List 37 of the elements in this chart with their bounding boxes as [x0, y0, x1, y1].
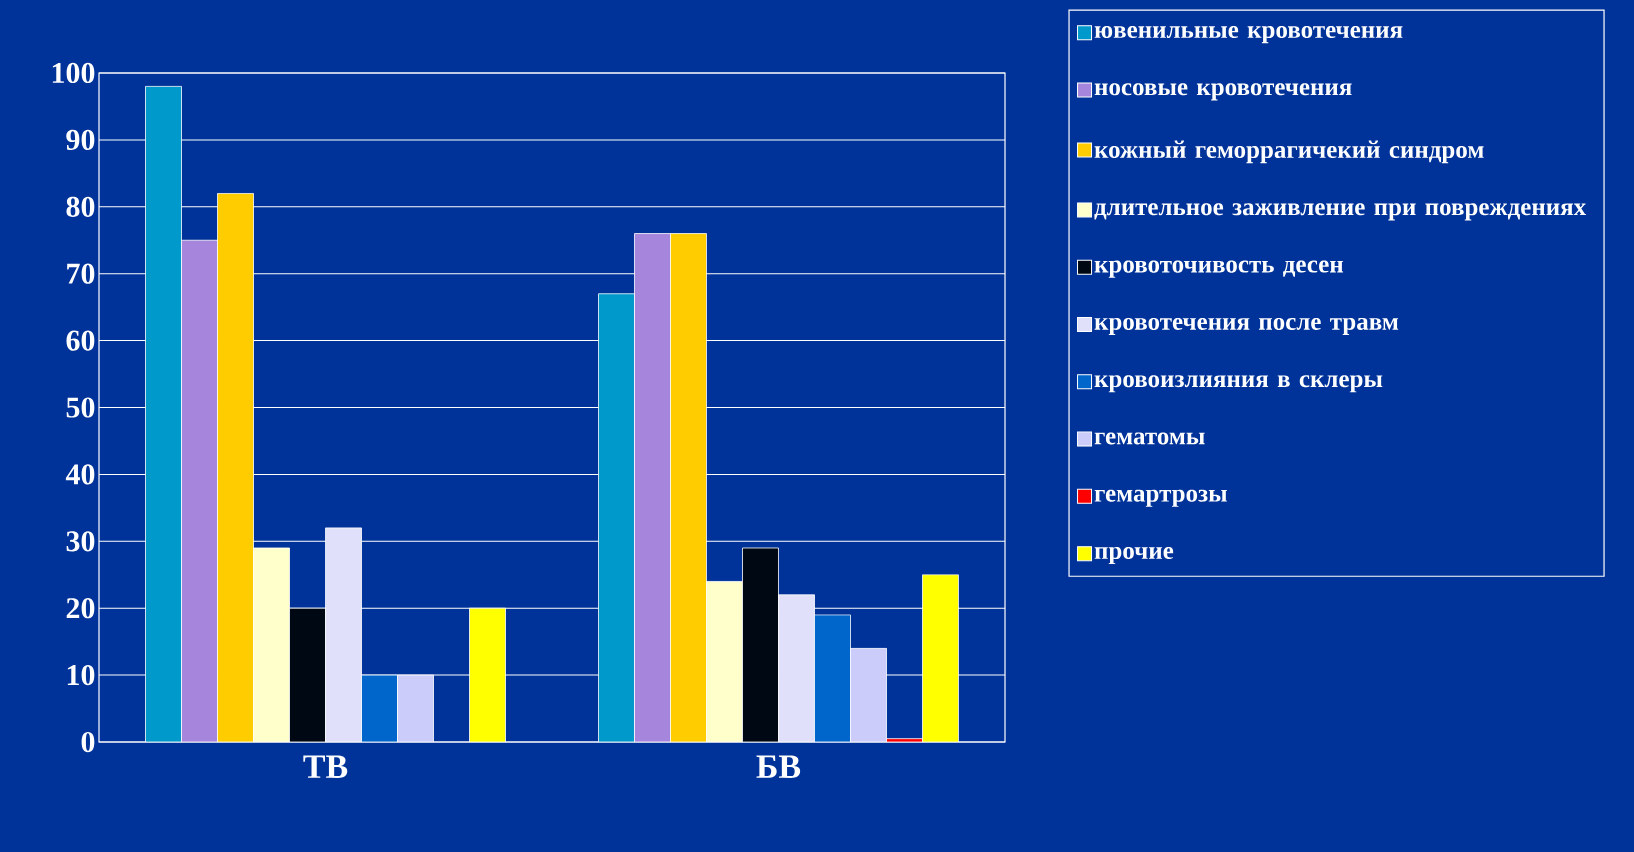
bar: [217, 193, 254, 742]
legend-label: прочие: [1094, 546, 1174, 565]
bar: [778, 594, 815, 742]
bar: [598, 293, 635, 742]
y-tick-label: 0: [81, 731, 95, 753]
bar: [922, 574, 959, 742]
legend-label: гемартрозы: [1094, 489, 1227, 507]
y-tick-label: 70: [67, 263, 95, 284]
legend-label: кровоточивость десен: [1094, 260, 1344, 278]
bar: [469, 607, 506, 742]
y-tick-label: 10: [67, 664, 95, 686]
y-tick-label: 80: [66, 196, 95, 217]
y-tick-label: 90: [66, 129, 95, 151]
x-tick-label: БВ: [756, 755, 801, 778]
legend-label: гематомы: [1094, 432, 1205, 445]
y-tick-label: 50: [66, 397, 95, 418]
bar: [814, 614, 851, 742]
bar: [145, 85, 182, 742]
legend-label: кровоизлияния в склеры: [1094, 375, 1383, 393]
y-tick-label: 40: [65, 464, 95, 485]
bar: [706, 581, 743, 742]
y-tick-label: 100: [52, 62, 95, 84]
legend-label: носовые кровотечения: [1094, 83, 1352, 101]
bar: [850, 647, 887, 742]
bar: [397, 674, 434, 742]
bar: [325, 527, 362, 742]
y-tick-label: 30: [66, 531, 95, 552]
bar: [361, 674, 398, 742]
legend-label: длительное заживление при повреждениях: [1094, 203, 1587, 221]
y-tick-label: 20: [66, 598, 95, 619]
bar: [670, 233, 707, 742]
y-tick-label: 60: [66, 330, 95, 351]
legend-label: ювенильные кровотечения: [1094, 26, 1403, 44]
legend-label: кожный геморрагичекий синдром: [1094, 140, 1484, 164]
x-tick-label: ТВ: [303, 755, 348, 778]
bar: [253, 547, 290, 742]
legend-label: кровотечения после травм: [1094, 317, 1399, 335]
